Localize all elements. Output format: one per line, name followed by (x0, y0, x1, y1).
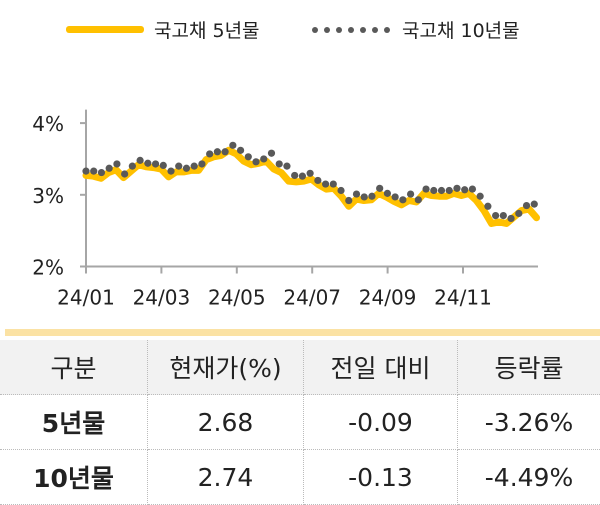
row-label: 10년물 (0, 450, 148, 505)
header-cell: 현재가(%) (148, 340, 304, 395)
y-tick-label: 2% (32, 256, 64, 280)
data-point-10yr (392, 193, 399, 200)
cell-rate: -3.26% (458, 395, 600, 450)
data-point-10yr (229, 142, 236, 149)
data-point-10yr (198, 160, 205, 167)
table-row: 5년물 2.68 -0.09 -3.26% (0, 395, 600, 450)
data-point-10yr (252, 158, 259, 165)
data-point-10yr (283, 163, 290, 170)
cell-current: 2.68 (148, 395, 304, 450)
data-point-10yr (106, 165, 113, 172)
data-point-10yr (515, 210, 522, 217)
data-point-10yr (183, 165, 190, 172)
data-point-10yr (453, 185, 460, 192)
data-point-10yr (206, 150, 213, 157)
data-point-10yr (276, 160, 283, 167)
x-tick-label: 24/05 (208, 286, 266, 310)
data-point-10yr (160, 162, 167, 169)
cell-change: -0.09 (304, 395, 458, 450)
data-point-10yr (337, 187, 344, 194)
data-point-10yr (523, 202, 530, 209)
data-point-10yr (245, 153, 252, 160)
data-point-10yr (492, 212, 499, 219)
data-point-10yr (353, 190, 360, 197)
header-cell: 등락률 (458, 340, 600, 395)
data-point-10yr (430, 187, 437, 194)
cell-change: -0.13 (304, 450, 458, 505)
data-point-10yr (268, 150, 275, 157)
data-point-10yr (222, 148, 229, 155)
data-point-10yr (415, 196, 422, 203)
data-point-10yr (175, 163, 182, 170)
data-point-10yr (477, 193, 484, 200)
data-point-10yr (191, 163, 198, 170)
data-point-10yr (446, 187, 453, 194)
data-point-10yr (314, 177, 321, 184)
header-cell: 구분 (0, 340, 148, 395)
data-point-10yr (82, 168, 89, 175)
cell-current: 2.74 (148, 450, 304, 505)
header-cell: 전일 대비 (304, 340, 458, 395)
data-point-10yr (507, 215, 514, 222)
cell-rate: -4.49% (458, 450, 600, 505)
data-point-10yr (291, 172, 298, 179)
data-point-10yr (330, 180, 337, 187)
data-point-10yr (422, 185, 429, 192)
table-header-row: 구분 현재가(%) 전일 대비 등락률 (0, 340, 600, 395)
data-point-10yr (438, 187, 445, 194)
data-point-10yr (237, 147, 244, 154)
y-tick-label: 4% (32, 112, 64, 136)
data-point-10yr (345, 197, 352, 204)
x-tick-label: 24/11 (434, 286, 492, 310)
data-point-10yr (136, 157, 143, 164)
data-point-10yr (407, 190, 414, 197)
data-point-10yr (129, 163, 136, 170)
data-point-10yr (90, 168, 97, 175)
yield-chart: 2% 3% 4% 24/01 24/03 24/05 24/07 24/09 24/11 (0, 0, 600, 320)
data-point-10yr (144, 160, 151, 167)
table-row: 10년물 2.74 -0.13 -4.49% (0, 450, 600, 505)
data-point-10yr (361, 193, 368, 200)
yield-table: 구분 현재가(%) 전일 대비 등락률 5년물 2.68 -0.09 -3.26… (0, 340, 600, 505)
data-point-10yr (167, 168, 174, 175)
x-tick-label: 24/07 (283, 286, 341, 310)
data-point-10yr (500, 212, 507, 219)
x-tick-label: 24/09 (359, 286, 417, 310)
divider-band (5, 329, 600, 336)
row-label: 5년물 (0, 395, 148, 450)
data-point-10yr (121, 170, 128, 177)
data-point-10yr (307, 170, 314, 177)
data-point-10yr (376, 185, 383, 192)
data-point-10yr (113, 160, 120, 167)
data-point-10yr (469, 185, 476, 192)
data-point-10yr (299, 173, 306, 180)
data-point-10yr (260, 155, 267, 162)
data-point-10yr (461, 186, 468, 193)
data-point-10yr (322, 180, 329, 187)
data-point-10yr (368, 193, 375, 200)
data-point-10yr (384, 190, 391, 197)
data-point-10yr (399, 196, 406, 203)
x-tick-label: 24/01 (57, 286, 115, 310)
data-point-10yr (484, 203, 491, 210)
data-point-10yr (531, 201, 538, 208)
x-tick-label: 24/03 (133, 286, 191, 310)
y-tick-label: 3% (32, 184, 64, 208)
data-point-10yr (98, 169, 105, 176)
data-point-10yr (214, 148, 221, 155)
data-point-10yr (152, 160, 159, 167)
